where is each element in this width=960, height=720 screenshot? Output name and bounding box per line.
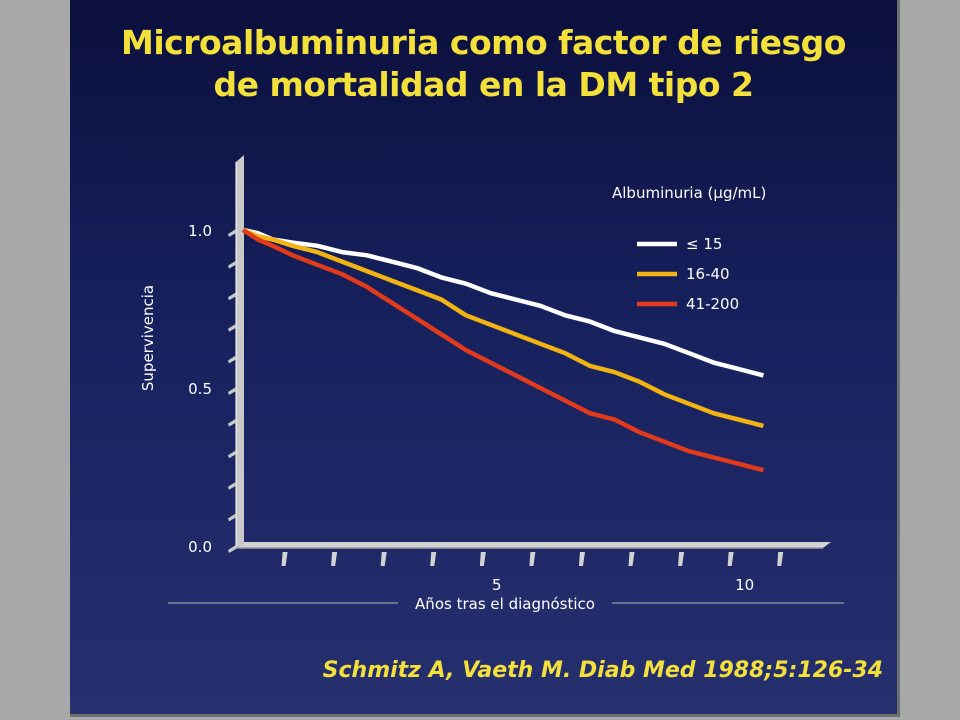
legend-label-2: 16-40 bbox=[686, 265, 730, 283]
x-axis-tick bbox=[678, 552, 685, 566]
y-tick-label: 0.5 bbox=[188, 380, 212, 398]
legend-title: Albuminuria (µg/mL) bbox=[612, 184, 766, 202]
x-axis-tick bbox=[777, 552, 784, 566]
slide-title-line2: de mortalidad en la DM tipo 2 bbox=[213, 65, 754, 104]
series-line-2 bbox=[242, 227, 764, 429]
y-axis-tick bbox=[228, 260, 236, 269]
y-axis-tick bbox=[228, 418, 236, 427]
x-axis-tick bbox=[628, 552, 635, 566]
legend: Albuminuria (µg/mL) ≤ 15 16-40 41-200 bbox=[612, 184, 766, 313]
y-axis-wall bbox=[236, 155, 244, 548]
legend-label-1: ≤ 15 bbox=[686, 235, 722, 253]
y-axis-tick bbox=[228, 323, 236, 332]
x-axis-tick bbox=[380, 552, 387, 566]
axes bbox=[168, 155, 844, 604]
y-axis-tick bbox=[228, 545, 236, 553]
x-axis-title-bg bbox=[398, 594, 612, 614]
x-axis-tick bbox=[578, 552, 585, 566]
x-axis-floor bbox=[236, 542, 831, 548]
x-tick-label: 10 bbox=[735, 576, 754, 594]
series-line-3 bbox=[241, 228, 764, 473]
series-line-1 bbox=[242, 227, 764, 378]
series-layer bbox=[241, 227, 764, 473]
x-axis-tick bbox=[430, 552, 437, 566]
legend-label-3: 41-200 bbox=[686, 295, 739, 313]
y-axis-tick bbox=[228, 387, 236, 395]
axis-labels: 1.0 0.5 0.0 5 10 Años tras el diagnóstico Supe… bbox=[139, 222, 754, 614]
x-axis-tick bbox=[331, 552, 338, 566]
y-axis-tick bbox=[228, 229, 236, 237]
x-axis-tick bbox=[281, 552, 288, 566]
x-axis-title: Años tras el diagnóstico bbox=[415, 595, 595, 613]
y-axis-tick bbox=[228, 450, 236, 459]
y-axis-tick bbox=[228, 481, 236, 490]
y-axis-tick bbox=[228, 513, 236, 522]
x-tick-label: 5 bbox=[492, 576, 502, 594]
y-tick-label: 0.0 bbox=[188, 538, 212, 556]
citation: Schmitz A, Vaeth M. Diab Med 1988;5:126-… bbox=[322, 658, 883, 683]
y-tick-label: 1.0 bbox=[188, 222, 212, 240]
slide-title: Microalbuminuria como factor de riesgo d… bbox=[70, 22, 897, 106]
x-axis-tick bbox=[529, 552, 536, 566]
y-axis-tick bbox=[228, 355, 236, 364]
y-axis-tick bbox=[228, 292, 236, 301]
slide-title-line1: Microalbuminuria como factor de riesgo bbox=[121, 23, 846, 62]
x-axis-tick bbox=[479, 552, 486, 566]
x-axis-tick bbox=[727, 552, 734, 566]
y-axis-title: Supervivencia bbox=[139, 285, 157, 391]
